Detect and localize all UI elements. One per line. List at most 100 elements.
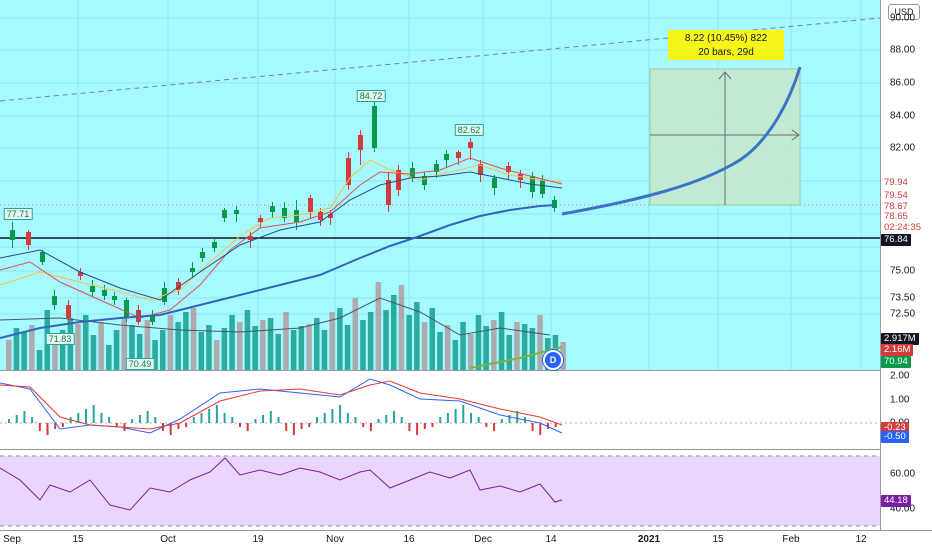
macd-histogram-bar — [500, 419, 503, 423]
volume-bar — [491, 320, 497, 370]
macd-histogram-bar — [262, 415, 265, 423]
macd-histogram-bar — [539, 423, 542, 435]
currency-badge[interactable]: USD — [888, 4, 920, 20]
volume-bar — [391, 295, 397, 370]
volume-bar — [244, 310, 251, 370]
candle-body — [492, 178, 497, 188]
time-label: Sep — [3, 534, 21, 545]
projection-curve — [561, 66, 802, 216]
volume-bar — [321, 330, 328, 370]
macd-histogram-bar — [23, 411, 26, 423]
macd-histogram-bar — [100, 413, 103, 423]
macd-histogram-bar — [431, 423, 434, 427]
volume-bar — [29, 325, 35, 370]
volume-bar — [506, 335, 512, 370]
low-label: 77.71 — [3, 208, 33, 220]
volume-bar — [352, 298, 358, 370]
moving-average-slow — [0, 171, 563, 301]
macd-histogram-bar — [354, 417, 357, 423]
pane-separator[interactable] — [0, 449, 932, 450]
candle-body — [540, 180, 545, 194]
volume-bar — [13, 328, 20, 370]
time-label: 19 — [252, 534, 264, 545]
candle-body — [10, 230, 15, 240]
candle-body — [468, 142, 473, 148]
volume-bar — [183, 312, 189, 370]
candle-body — [78, 272, 83, 276]
volume-bar — [160, 330, 166, 370]
rsi-chart[interactable] — [0, 450, 880, 530]
candle-body — [90, 286, 95, 292]
volume-bar — [283, 312, 289, 370]
moving-average-fast — [0, 159, 563, 301]
high-label: 84.72 — [356, 90, 386, 102]
macd-line — [0, 378, 563, 434]
macd-histogram-bar — [485, 423, 488, 427]
macd-histogram-bar — [231, 417, 234, 423]
price-badge: 79.54 — [881, 190, 911, 202]
volume-bar — [260, 320, 266, 370]
candle-body — [102, 290, 107, 296]
volume-bar — [59, 330, 66, 370]
volume-bar — [221, 328, 228, 370]
macd-chart[interactable] — [0, 371, 880, 449]
macd-histogram-bar — [531, 423, 534, 431]
countdown-badge: 02:24:35 — [881, 222, 924, 234]
price-pane[interactable] — [0, 0, 880, 370]
price-badge: 79.94 — [881, 177, 911, 189]
rsi-band — [0, 456, 880, 526]
volume-bar — [290, 330, 297, 370]
macd-pane[interactable] — [0, 371, 880, 449]
macd-histogram-bar — [323, 413, 326, 423]
time-label: 15 — [712, 534, 724, 545]
volume-ma-badge: 2.16M — [881, 344, 914, 356]
volume-bar — [152, 340, 158, 370]
macd-histogram-bar — [8, 419, 10, 423]
pane-separator[interactable] — [0, 370, 932, 371]
candle-body — [270, 206, 275, 212]
low-label: 71.83 — [45, 333, 75, 345]
macd-histogram-bar — [477, 417, 480, 423]
rsi-line — [0, 457, 563, 511]
time-label: Nov — [326, 534, 344, 545]
macd-histogram-bar — [208, 409, 211, 423]
volume-bar — [306, 324, 312, 370]
volume-bar — [98, 322, 104, 370]
price-chart[interactable] — [0, 0, 880, 370]
macd-histogram-bar — [115, 423, 118, 427]
candle-body — [386, 180, 391, 205]
price-badge: 70.94 — [881, 356, 911, 368]
candle-body — [66, 305, 71, 318]
price-tick: 82.00 — [890, 142, 916, 154]
volume-bar — [136, 334, 143, 370]
macd-histogram-bar — [54, 423, 57, 429]
position-duration: 20 bars, 29d — [698, 47, 754, 58]
position-info-label[interactable]: 8.22 (10.45%) 822 20 bars, 29d — [668, 30, 784, 60]
macd-histogram-bar — [239, 423, 241, 427]
volume-bar — [190, 308, 197, 370]
macd-histogram-bar — [470, 413, 472, 423]
candle-body — [410, 168, 415, 178]
time-axis[interactable] — [0, 530, 932, 551]
volume-bar — [398, 285, 405, 370]
rsi-pane[interactable] — [0, 450, 880, 530]
volume-bar — [275, 334, 281, 370]
volume-bar — [52, 340, 58, 370]
volume-bar — [337, 308, 343, 370]
macd-histogram-bar — [308, 423, 311, 427]
price-tick: 90.00 — [890, 12, 916, 24]
macd-tick: 2.00 — [890, 370, 910, 382]
macd-histogram-bar — [439, 417, 442, 423]
macd-histogram-bar — [300, 423, 303, 429]
macd-histogram-bar — [408, 423, 411, 431]
macd-histogram-bar — [346, 413, 349, 423]
volume-bar — [468, 334, 474, 370]
macd-histogram-bar — [85, 409, 87, 423]
volume-bar — [521, 324, 528, 370]
macd-histogram-bar — [493, 423, 496, 431]
volume-bar — [252, 326, 258, 370]
interval-badge[interactable]: D — [543, 350, 563, 370]
macd-histogram-bar — [108, 417, 111, 423]
price-badge: 78.67 — [881, 201, 911, 213]
volume-bar — [475, 315, 482, 370]
